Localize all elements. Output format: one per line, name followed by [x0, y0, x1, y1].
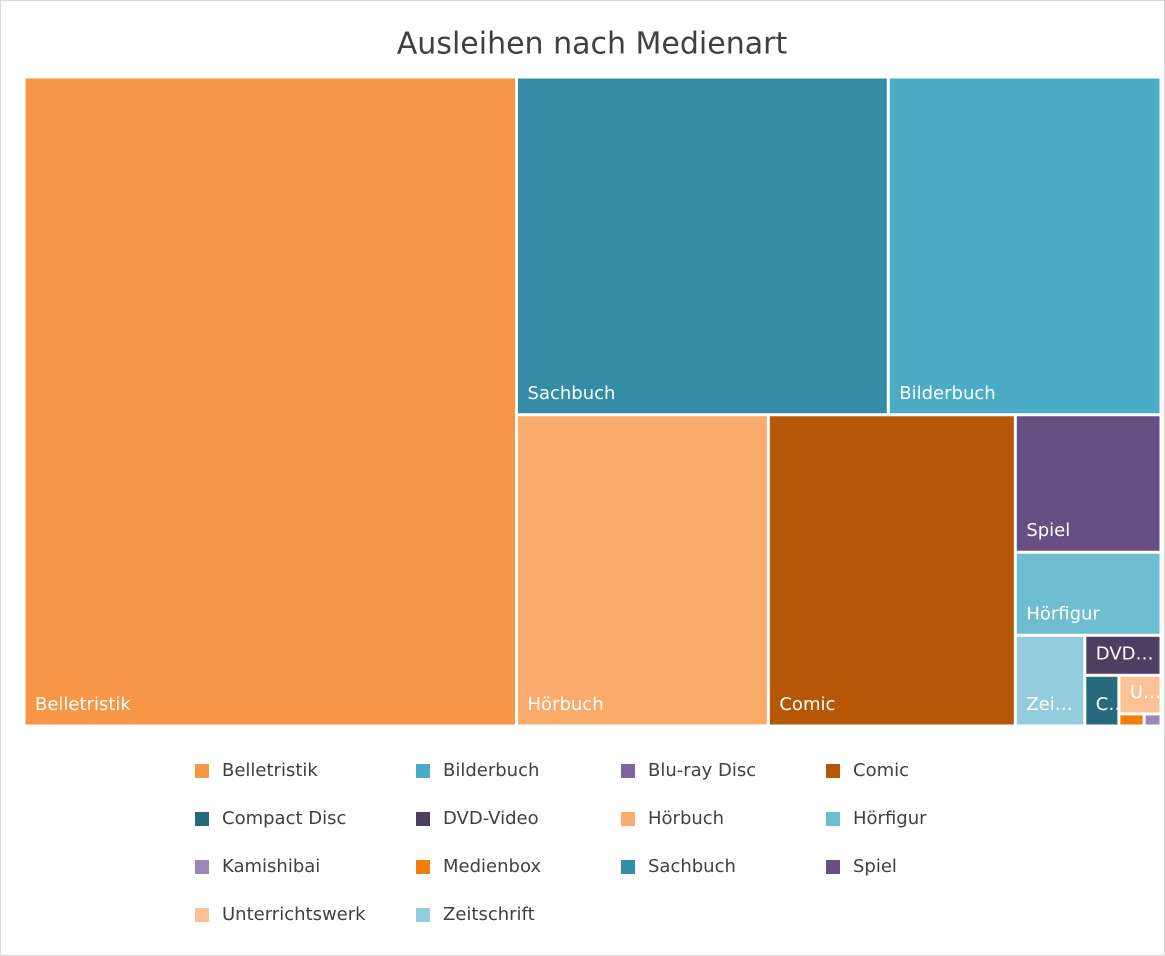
treemap-tile — [1086, 676, 1118, 725]
legend-label: Hörfigur — [853, 808, 927, 829]
legend-swatch — [416, 860, 430, 874]
legend-label: Kamishibai — [222, 856, 320, 877]
legend-swatch — [621, 764, 635, 778]
legend-swatch — [195, 812, 209, 826]
tile-label: Hörbuch — [528, 694, 604, 715]
legend-swatch — [826, 860, 840, 874]
legend-swatch — [826, 812, 840, 826]
tile-label: Sachbuch — [528, 383, 616, 404]
treemap-tile — [889, 78, 1160, 414]
tile-label: Zei… — [1026, 694, 1072, 715]
tile-label: U… — [1130, 682, 1161, 703]
legend-label: Spiel — [853, 856, 897, 877]
tile-label: Belletristik — [35, 694, 131, 715]
legend-label: Hörbuch — [648, 808, 724, 829]
legend-label: Belletristik — [222, 760, 318, 781]
treemap-tile — [518, 416, 767, 725]
legend-swatch — [416, 812, 430, 826]
tile-label: Hörfigur — [1026, 603, 1100, 624]
tile-label: Spiel — [1026, 520, 1070, 541]
legend-label: Bilderbuch — [443, 760, 539, 781]
chart-title: Ausleihen nach Medienart — [397, 27, 788, 62]
legend-label: Comic — [853, 760, 909, 781]
treemap-tile — [1145, 715, 1160, 725]
legend-swatch — [416, 908, 430, 922]
treemap-tile — [1120, 715, 1143, 725]
treemap-tile — [1086, 636, 1160, 674]
legend-swatch — [416, 764, 430, 778]
legend-label: Blu-ray Disc — [648, 760, 756, 781]
legend-swatch — [195, 908, 209, 922]
legend-swatch — [195, 764, 209, 778]
treemap-tile — [1120, 676, 1160, 713]
legend-swatch — [195, 860, 209, 874]
treemap-tile — [1016, 553, 1160, 634]
tile-label: Comic — [779, 694, 835, 715]
legend-swatch — [621, 812, 635, 826]
treemap-tile — [1016, 416, 1160, 551]
treemap-tile — [769, 416, 1014, 725]
tile-label: Bilderbuch — [899, 383, 995, 404]
legend-label: Compact Disc — [222, 808, 346, 829]
treemap-tile — [1016, 636, 1084, 725]
legend-label: Unterrichtswerk — [222, 904, 366, 925]
treemap-tile — [518, 78, 887, 414]
treemap-tile — [25, 78, 516, 725]
legend-swatch — [826, 764, 840, 778]
tile-label: DVD… — [1096, 643, 1154, 664]
legend-label: DVD-Video — [443, 808, 539, 829]
legend-label: Medienbox — [443, 856, 541, 877]
legend-label: Sachbuch — [648, 856, 736, 877]
legend-label: Zeitschrift — [443, 904, 535, 925]
legend-swatch — [621, 860, 635, 874]
tile-label: C… — [1096, 694, 1127, 715]
